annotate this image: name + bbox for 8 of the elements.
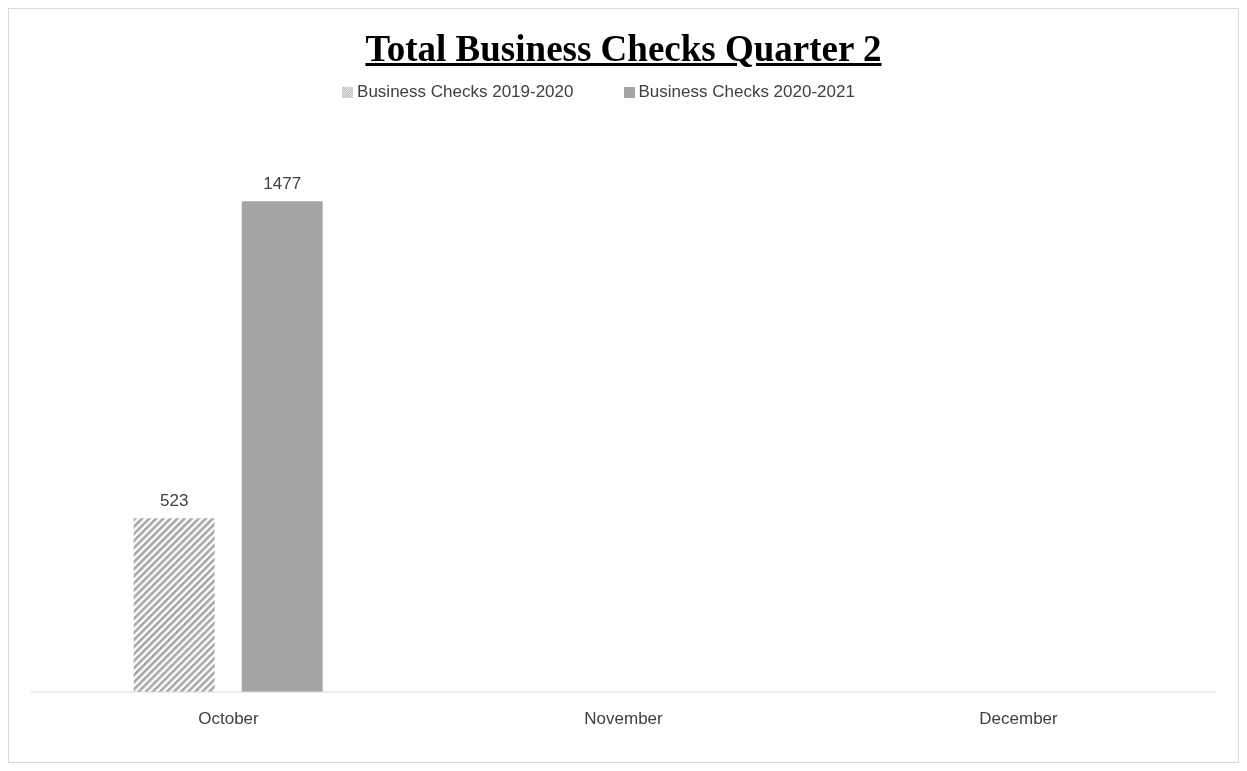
data-label: 523 — [160, 491, 189, 511]
legend-label: Business Checks 2020-2021 — [638, 82, 855, 101]
x-tick-label: October — [198, 709, 260, 729]
data-label: 1477 — [263, 174, 302, 194]
legend-label: Business Checks 2019-2020 — [357, 82, 574, 101]
chart-title: Total Business Checks Quarter 2 — [364, 27, 883, 70]
x-tick-label: December — [979, 709, 1059, 729]
x-tick-label: November — [584, 709, 664, 729]
